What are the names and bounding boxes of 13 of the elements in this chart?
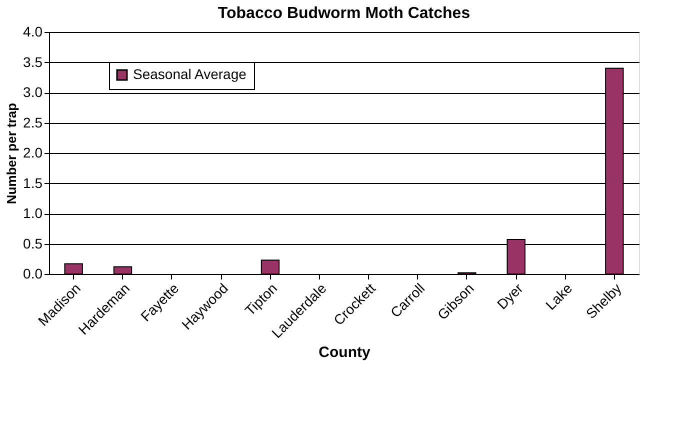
y-tick-label: 4.0 xyxy=(23,24,43,40)
y-tick-label: 0.0 xyxy=(23,266,43,282)
legend-label: Seasonal Average xyxy=(133,66,247,82)
chart-title: Tobacco Budworm Moth Catches xyxy=(218,5,470,22)
y-tick-label: 3.0 xyxy=(23,84,43,100)
y-axis-title: Number per trap xyxy=(4,102,20,204)
y-tick-label: 2.5 xyxy=(23,114,43,130)
y-tick-label: 3.5 xyxy=(23,54,43,70)
y-tick-label: 1.5 xyxy=(23,174,43,191)
y-tick-label: 0.5 xyxy=(23,235,43,252)
y-tick-label: 1.0 xyxy=(23,205,43,221)
y-tick-label: 2.0 xyxy=(23,144,43,160)
x-axis-title: County xyxy=(318,344,371,361)
